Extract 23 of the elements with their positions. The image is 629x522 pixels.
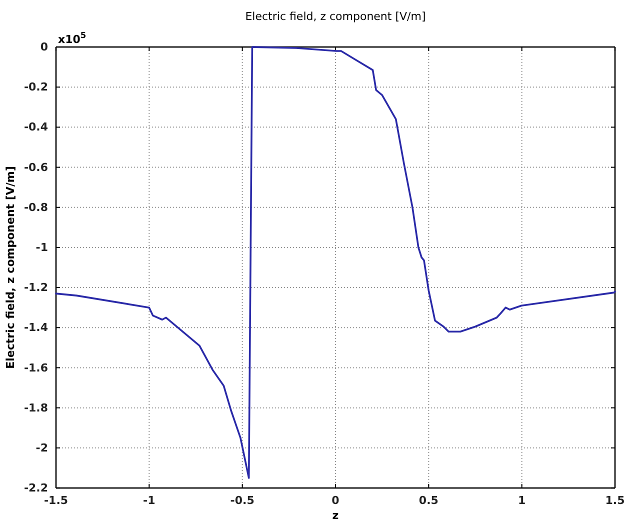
y-axis-title: Electric field, z component [V/m] (4, 166, 17, 369)
x-tick-label: -0.5 (230, 494, 254, 507)
y-tick-label: -1 (36, 240, 48, 254)
x-tick-label: 1 (518, 494, 526, 507)
y-tick-label: -1.8 (24, 401, 48, 414)
x-tick-label: -1.5 (44, 494, 68, 507)
y-tick-label: -0.4 (24, 120, 48, 134)
y-tick-label: 0 (40, 40, 48, 54)
x-tick-label: 0.5 (418, 494, 438, 507)
y-tick-label: -2 (36, 441, 48, 454)
y-tick-label: -2.2 (24, 482, 48, 495)
y-tick-label: -0.6 (24, 160, 48, 174)
x-axis-title: z (332, 509, 339, 522)
x-tick-label: 1.5 (605, 494, 625, 507)
y-tick-label: -0.2 (24, 80, 48, 94)
y-tick-label: -0.8 (24, 200, 48, 214)
x-tick-label: -1 (143, 494, 156, 507)
x-tick-label: 0 (332, 494, 340, 507)
y-tick-label: -1.6 (24, 361, 48, 374)
y-tick-label: -1.2 (24, 281, 48, 294)
y-tick-label: -1.4 (24, 321, 48, 334)
chart-title: Electric field, z component [V/m] (245, 10, 426, 23)
text: x10$^{5}$ (58, 30, 86, 46)
